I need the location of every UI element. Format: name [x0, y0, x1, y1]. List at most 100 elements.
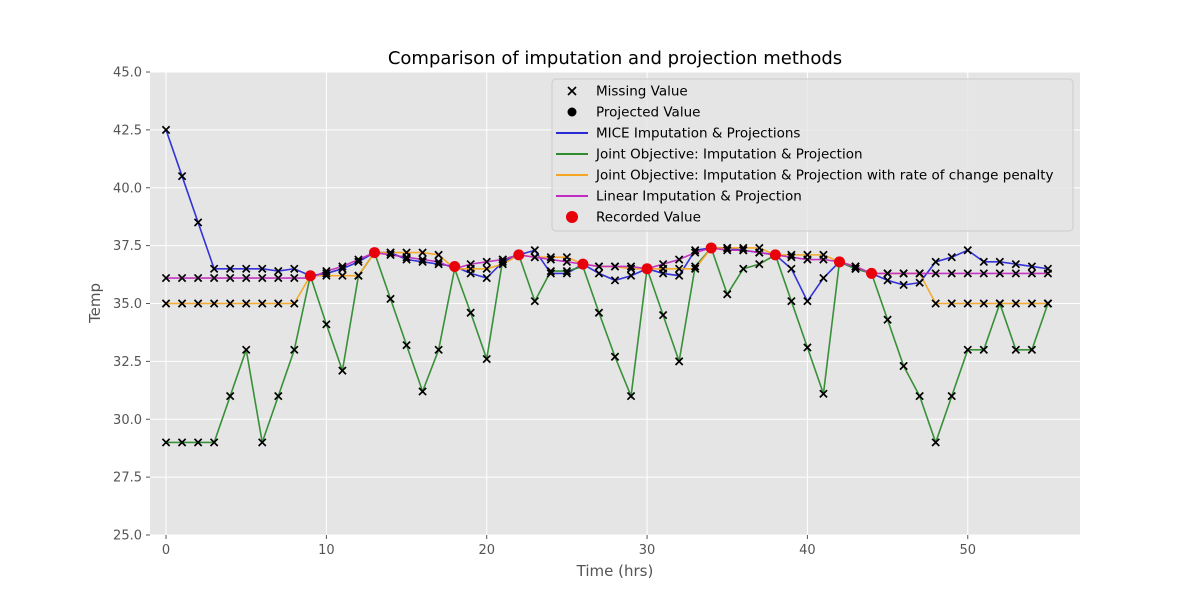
missing-value-marker — [1027, 262, 1037, 271]
x-tick-label: 30 — [639, 543, 656, 558]
missing-value-marker — [225, 273, 235, 283]
missing-value-marker — [322, 269, 331, 278]
missing-value-marker — [1043, 269, 1053, 278]
missing-value-marker — [851, 262, 860, 271]
missing-value-marker — [787, 252, 796, 262]
missing-value-marker — [193, 218, 203, 227]
missing-value-marker — [739, 264, 748, 273]
missing-value-marker — [274, 391, 283, 401]
missing-value-marker — [1011, 345, 1021, 355]
missing-value-marker — [963, 269, 972, 278]
legend: Missing Value Projected Value MICE Imputat… — [551, 78, 1074, 232]
legend-entry: Linear Imputation & Projection — [556, 189, 802, 205]
missing-value-marker — [739, 243, 748, 253]
missing-value-marker — [690, 248, 700, 257]
missing-value-marker — [434, 257, 443, 267]
legend-entry: Joint Objective: Imputation & Projection… — [556, 168, 1053, 184]
missing-value-marker — [947, 299, 956, 308]
recorded-value-marker — [641, 263, 653, 275]
missing-value-marker — [931, 257, 940, 267]
missing-value-marker — [354, 255, 363, 264]
y-tick-label: 25.0 — [113, 529, 142, 544]
missing-value-marker — [562, 257, 572, 267]
missing-value-marker — [594, 262, 604, 271]
missing-value-marker — [658, 310, 668, 320]
missing-value-marker — [338, 262, 347, 271]
missing-value-marker — [338, 264, 347, 273]
y-tick-label: 32.5 — [113, 355, 142, 370]
missing-value-marker — [1011, 299, 1021, 308]
legend-label: Missing Value — [596, 84, 688, 100]
missing-value-marker — [690, 262, 700, 271]
missing-value-marker — [434, 259, 443, 269]
y-tick-label: 27.5 — [113, 471, 142, 486]
missing-value-marker — [274, 273, 283, 283]
recorded-value-marker — [368, 247, 380, 259]
y-tick-label: 37.5 — [113, 239, 142, 254]
missing-value-marker — [803, 343, 812, 352]
missing-value-marker — [338, 366, 347, 375]
missing-value-marker — [386, 294, 395, 304]
recorded-value-markers — [304, 242, 878, 282]
missing-value-marker — [883, 269, 892, 278]
missing-value-marker — [242, 273, 251, 283]
missing-value-marker — [418, 255, 427, 264]
missing-value-marker — [626, 391, 636, 401]
missing-value-marker — [338, 271, 347, 280]
missing-value-marker — [546, 255, 556, 264]
legend-entry: Projected Value — [567, 105, 700, 121]
legend-entry: Recorded Value — [566, 210, 701, 226]
missing-value-marker — [723, 290, 732, 299]
recorded-value-marker — [833, 256, 845, 268]
missing-value-marker — [177, 273, 187, 283]
missing-value-marker — [322, 320, 331, 329]
missing-value-marker — [1027, 345, 1037, 355]
missing-value-marker — [225, 391, 235, 401]
legend-box — [551, 78, 1074, 232]
legend-label: Joint Objective: Imputation & Projection — [595, 147, 863, 163]
missing-value-marker — [915, 278, 924, 287]
y-tick-label: 40.0 — [113, 181, 142, 196]
missing-value-marker — [322, 266, 331, 276]
missing-value-marker — [466, 259, 475, 269]
missing-value-marker — [1011, 269, 1021, 278]
missing-value-marker — [931, 438, 940, 447]
missing-value-marker — [626, 264, 636, 273]
missing-value-marker — [610, 262, 620, 271]
missing-value-marker — [883, 276, 892, 285]
chart-title: Comparison of imputation and projection … — [388, 48, 842, 69]
missing-value-marker — [193, 273, 203, 283]
x-tick-label: 0 — [162, 543, 170, 558]
missing-value-marker — [899, 269, 908, 278]
missing-value-marker — [963, 345, 972, 355]
missing-value-marker — [193, 438, 203, 447]
missing-value-marker — [658, 259, 668, 269]
missing-value-marker — [755, 259, 764, 269]
missing-value-marker — [161, 438, 171, 447]
missing-value-marker — [274, 266, 283, 276]
legend-label: Projected Value — [596, 105, 700, 121]
missing-value-marker — [402, 255, 411, 264]
missing-value-marker — [161, 125, 171, 135]
missing-value-marker — [177, 299, 187, 308]
missing-value-marker — [899, 280, 908, 290]
missing-value-marker — [690, 246, 700, 255]
missing-value-marker — [995, 269, 1005, 278]
missing-value-markers — [161, 125, 1053, 447]
missing-value-marker — [290, 299, 299, 308]
missing-value-marker — [626, 271, 636, 280]
missing-value-marker — [177, 171, 187, 181]
missing-value-marker — [947, 391, 956, 401]
missing-value-marker — [674, 271, 684, 280]
missing-value-marker — [386, 250, 395, 260]
missing-value-marker — [674, 264, 684, 273]
y-axis-title: Temp — [86, 283, 104, 324]
missing-value-marker — [995, 299, 1005, 308]
missing-value-marker — [610, 276, 620, 285]
missing-value-marker — [354, 271, 363, 280]
series-line-2 — [166, 246, 1049, 445]
missing-value-marker — [899, 361, 908, 371]
recorded-value-marker — [705, 242, 717, 254]
legend-label: Linear Imputation & Projection — [596, 189, 802, 205]
